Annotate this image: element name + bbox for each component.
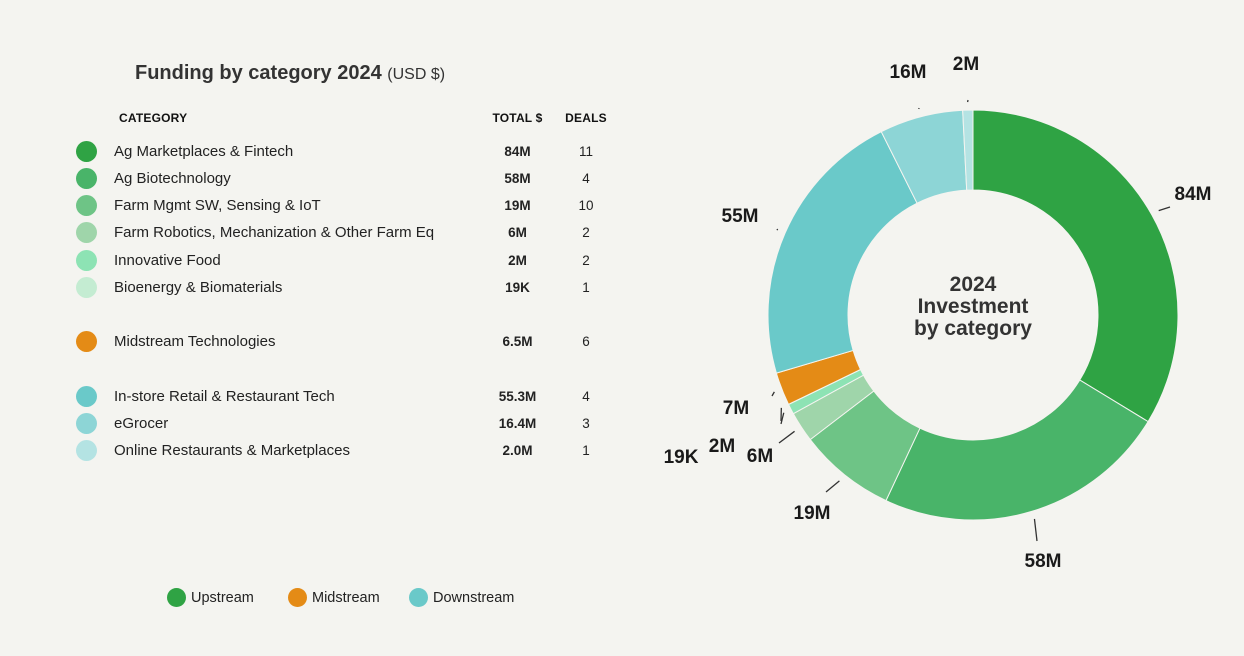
category-name: Farm Mgmt SW, Sensing & IoT bbox=[114, 197, 321, 214]
category-swatch bbox=[76, 277, 97, 298]
category-total: 58M bbox=[504, 171, 531, 186]
category-name: Ag Biotechnology bbox=[114, 170, 231, 187]
category-total: 6.5M bbox=[502, 334, 533, 349]
category-total: 2.0M bbox=[502, 443, 533, 458]
donut-center-text: Investment bbox=[918, 295, 1029, 318]
category-swatch bbox=[76, 168, 97, 189]
leader-line bbox=[825, 480, 840, 493]
category-deals: 3 bbox=[582, 416, 590, 431]
donut-slice bbox=[962, 109, 974, 191]
table-row: Farm Robotics, Mechanization & Other Far… bbox=[0, 221, 640, 245]
category-name: In-store Retail & Restaurant Tech bbox=[114, 388, 335, 405]
category-swatch bbox=[76, 440, 97, 461]
table-row: Innovative Food 2M 2 bbox=[0, 249, 640, 273]
category-total: 16.4M bbox=[498, 416, 537, 431]
category-deals: 1 bbox=[582, 280, 590, 295]
category-deals: 2 bbox=[582, 253, 590, 268]
table-row: Farm Mgmt SW, Sensing & IoT 19M 10 bbox=[0, 194, 640, 218]
legend-swatch-midstream bbox=[288, 588, 307, 607]
donut-slice bbox=[885, 379, 1149, 521]
category-swatch bbox=[76, 195, 97, 216]
donut-slice bbox=[972, 109, 1179, 423]
category-swatch bbox=[76, 386, 97, 407]
category-swatch bbox=[76, 331, 97, 352]
donut-center-text: 2024 bbox=[950, 273, 997, 296]
table-row: Ag Marketplaces & Fintech 84M 11 bbox=[0, 140, 640, 164]
category-total: 6M bbox=[508, 225, 527, 240]
chart-title: Funding by category 2024 (USD $) bbox=[135, 62, 445, 85]
category-total: 2M bbox=[508, 253, 527, 268]
legend-label-midstream: Midstream bbox=[312, 590, 380, 606]
header-deals: DEALS bbox=[565, 111, 607, 125]
category-name: Farm Robotics, Mechanization & Other Far… bbox=[114, 224, 435, 241]
table-row: Midstream Technologies 6.5M 6 bbox=[0, 330, 640, 354]
category-deals: 1 bbox=[582, 443, 590, 458]
header-category: CATEGORY bbox=[119, 111, 188, 125]
category-deals: 4 bbox=[582, 389, 590, 404]
category-total: 19K bbox=[505, 280, 530, 295]
leader-line bbox=[776, 228, 779, 231]
category-swatch bbox=[76, 413, 97, 434]
chart-title-unit: (USD $) bbox=[387, 66, 446, 83]
legend-swatch-downstream bbox=[409, 588, 428, 607]
leader-line bbox=[1158, 206, 1171, 212]
leader-line bbox=[771, 391, 775, 397]
slice-value-label: 6M bbox=[747, 446, 773, 467]
category-deals: 10 bbox=[578, 198, 594, 213]
table-row: Bioenergy & Biomaterials 19K 1 bbox=[0, 276, 640, 300]
legend-swatch-upstream bbox=[167, 588, 186, 607]
category-total: 55.3M bbox=[498, 389, 537, 404]
slice-value-label: 2M bbox=[709, 436, 735, 457]
category-name: Innovative Food bbox=[114, 252, 221, 269]
table-row: Ag Biotechnology 58M 4 bbox=[0, 167, 640, 191]
slice-value-label: 55M bbox=[722, 206, 759, 227]
category-name: Midstream Technologies bbox=[114, 333, 276, 350]
category-swatch bbox=[76, 141, 97, 162]
legend-label-upstream: Upstream bbox=[191, 590, 254, 606]
slice-value-label: 16M bbox=[890, 62, 927, 83]
slice-value-label: 7M bbox=[723, 398, 749, 419]
chart-title-main: Funding by category 2024 bbox=[135, 62, 382, 84]
category-deals: 2 bbox=[582, 225, 590, 240]
category-name: Online Restaurants & Marketplaces bbox=[114, 442, 350, 459]
category-total: 19M bbox=[504, 198, 531, 213]
leader-line bbox=[778, 430, 795, 444]
category-name: Bioenergy & Biomaterials bbox=[114, 279, 283, 296]
leader-line bbox=[1033, 518, 1038, 542]
slice-value-label: 2M bbox=[953, 54, 979, 75]
category-swatch bbox=[76, 250, 97, 271]
slice-value-label: 19M bbox=[794, 503, 831, 524]
category-swatch bbox=[76, 222, 97, 243]
table-row: In-store Retail & Restaurant Tech 55.3M 4 bbox=[0, 385, 640, 409]
category-deals: 4 bbox=[582, 171, 590, 186]
category-deals: 6 bbox=[582, 334, 590, 349]
slice-value-label: 58M bbox=[1025, 551, 1062, 572]
donut-center-text: by category bbox=[914, 317, 1032, 340]
category-name: eGrocer bbox=[114, 415, 169, 432]
legend-label-downstream: Downstream bbox=[433, 590, 515, 606]
slice-value-label: 19K bbox=[664, 447, 699, 468]
category-name: Ag Marketplaces & Fintech bbox=[114, 143, 294, 160]
table-row: eGrocer 16.4M 3 bbox=[0, 412, 640, 436]
table-row: Online Restaurants & Marketplaces 2.0M 1 bbox=[0, 439, 640, 463]
leader-line bbox=[780, 412, 785, 425]
category-deals: 11 bbox=[578, 144, 593, 159]
header-total: TOTAL $ bbox=[492, 111, 543, 125]
slice-value-label: 84M bbox=[1175, 184, 1212, 205]
donut-slice bbox=[767, 130, 918, 374]
category-total: 84M bbox=[504, 144, 531, 159]
